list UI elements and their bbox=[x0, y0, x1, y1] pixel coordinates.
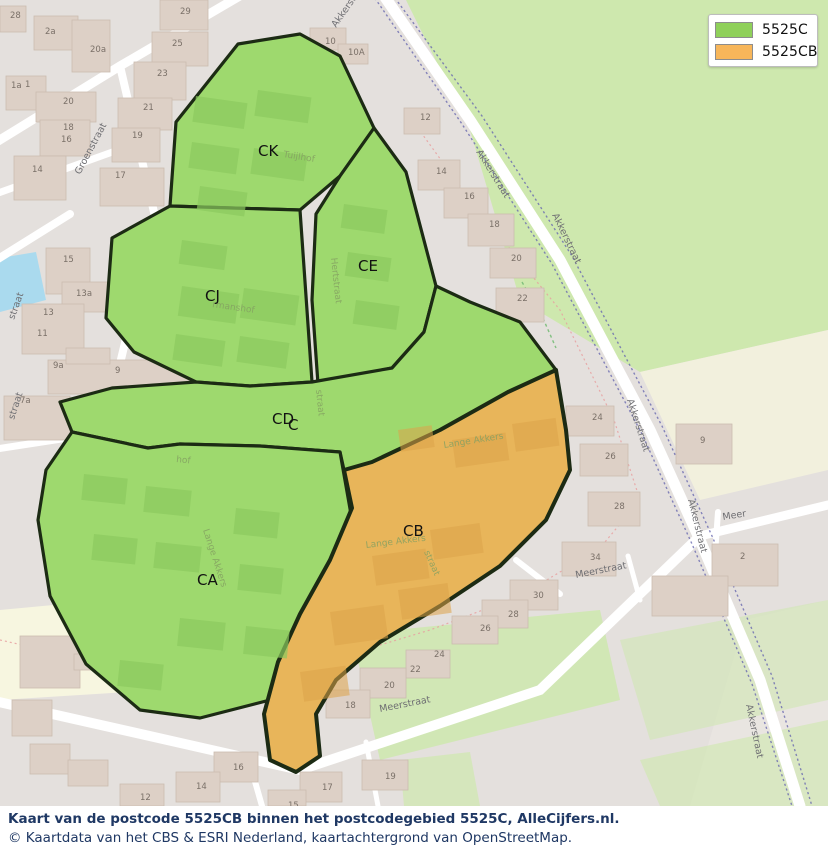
house-number-label: 10A bbox=[348, 48, 365, 58]
house-number-label: 17 bbox=[115, 171, 126, 181]
house-number-label: 28 bbox=[614, 502, 625, 512]
house-number-label: 16 bbox=[233, 763, 244, 773]
house-number-label: 20 bbox=[511, 254, 522, 264]
house-number-label: 24 bbox=[592, 413, 603, 423]
house-number-label: 25 bbox=[172, 39, 183, 49]
buildings bbox=[0, 0, 779, 806]
area-5525cb-polygon[interactable] bbox=[262, 368, 572, 774]
house-number-label: 12 bbox=[140, 793, 151, 803]
house-number-label: 14 bbox=[32, 165, 43, 175]
house-number-label: 26 bbox=[480, 624, 491, 634]
house-number-label: 23 bbox=[157, 69, 168, 79]
house-number-label: 29 bbox=[180, 7, 191, 17]
house-number-label: 13a bbox=[76, 289, 92, 299]
postcode-area-label-ck: CK bbox=[258, 142, 279, 160]
legend-label-5525cb: 5525CB bbox=[762, 43, 818, 60]
house-number-label: 26 bbox=[605, 452, 616, 462]
legend-label-5525c: 5525C bbox=[762, 21, 808, 38]
legend-item-5525cb[interactable]: 5525CB bbox=[715, 42, 818, 61]
house-number-label: 1 bbox=[25, 80, 30, 90]
house-number-label: 17 bbox=[322, 783, 333, 793]
cycle-path bbox=[375, 0, 813, 806]
house-number-label: 9a bbox=[53, 361, 64, 371]
map-legend: 5525C 5525CB bbox=[708, 14, 818, 67]
house-number-label: 34 bbox=[590, 553, 601, 563]
house-number-label: 9 bbox=[115, 366, 120, 376]
house-number-label: 18 bbox=[345, 701, 356, 711]
house-number-label: 22 bbox=[517, 294, 528, 304]
house-number-label: 21 bbox=[143, 103, 154, 113]
house-number-label: 19 bbox=[385, 772, 396, 782]
street-label: straat bbox=[313, 389, 326, 417]
postcode-map[interactable]: Groenstraat Meerstraat Meerstraat Meer Akker… bbox=[0, 0, 828, 806]
postcode-area-label-c: C bbox=[288, 416, 298, 434]
house-number-label: 28 bbox=[508, 610, 519, 620]
house-number-label: 1a bbox=[11, 81, 22, 91]
green-area-buildings bbox=[81, 90, 400, 691]
house-number-label: 10 bbox=[325, 37, 336, 47]
house-number-label: 2a bbox=[45, 27, 56, 37]
house-number-label: 28 bbox=[10, 11, 21, 21]
postcode-area-label-cd: CD bbox=[272, 410, 294, 428]
house-number-label: 12 bbox=[420, 113, 431, 123]
map-caption: Kaart van de postcode 5525CB binnen het … bbox=[0, 806, 828, 861]
house-number-label: 9 bbox=[700, 436, 705, 446]
house-number-label: 15 bbox=[63, 255, 74, 265]
house-number-label: 20a bbox=[90, 45, 106, 55]
house-number-label: 11 bbox=[37, 329, 48, 339]
house-number-label: 24 bbox=[434, 650, 445, 660]
caption-line-1: Kaart van de postcode 5525CB binnen het … bbox=[8, 811, 620, 827]
legend-swatch-5525cb bbox=[715, 43, 753, 60]
caption-line-2: © Kaartdata van het CBS & ESRI Nederland… bbox=[8, 830, 573, 846]
house-number-label: 20 bbox=[63, 97, 74, 107]
postcode-area-label-cj: CJ bbox=[205, 287, 220, 305]
house-number-label: 18 bbox=[489, 220, 500, 230]
house-number-label: 13 bbox=[43, 308, 54, 318]
legend-swatch-5525c bbox=[715, 21, 753, 38]
house-number-label: 7a bbox=[20, 396, 31, 406]
map-canvas: GroenstraatMeerstraatMeerstraatMeerAkker… bbox=[0, 0, 828, 806]
postcode-label-layer: CK CJ CE CDC CA CB bbox=[197, 142, 424, 589]
street-label: hof bbox=[176, 455, 192, 467]
house-number-label: 22 bbox=[410, 665, 421, 675]
postcode-area-label-ce: CE bbox=[358, 257, 378, 275]
legend-item-5525c[interactable]: 5525C bbox=[715, 20, 811, 39]
street-label: Meer bbox=[722, 508, 747, 523]
house-number-label: 18 bbox=[63, 123, 74, 133]
house-number-label: 14 bbox=[436, 167, 447, 177]
water-body bbox=[0, 252, 46, 312]
house-number-label: 19 bbox=[132, 131, 143, 141]
house-number-label: 30 bbox=[533, 591, 544, 601]
postcode-area-label-cb: CB bbox=[403, 522, 424, 540]
house-number-label: 20 bbox=[384, 681, 395, 691]
postcode-area-label-ca: CA bbox=[197, 571, 218, 589]
house-number-label: 15 bbox=[288, 801, 299, 806]
street-label: Hertstraat bbox=[328, 257, 343, 304]
house-number-label: 14 bbox=[196, 782, 207, 792]
house-number-label: 2 bbox=[740, 552, 745, 562]
house-number-label: 16 bbox=[61, 135, 72, 145]
house-number-label: 16 bbox=[464, 192, 475, 202]
